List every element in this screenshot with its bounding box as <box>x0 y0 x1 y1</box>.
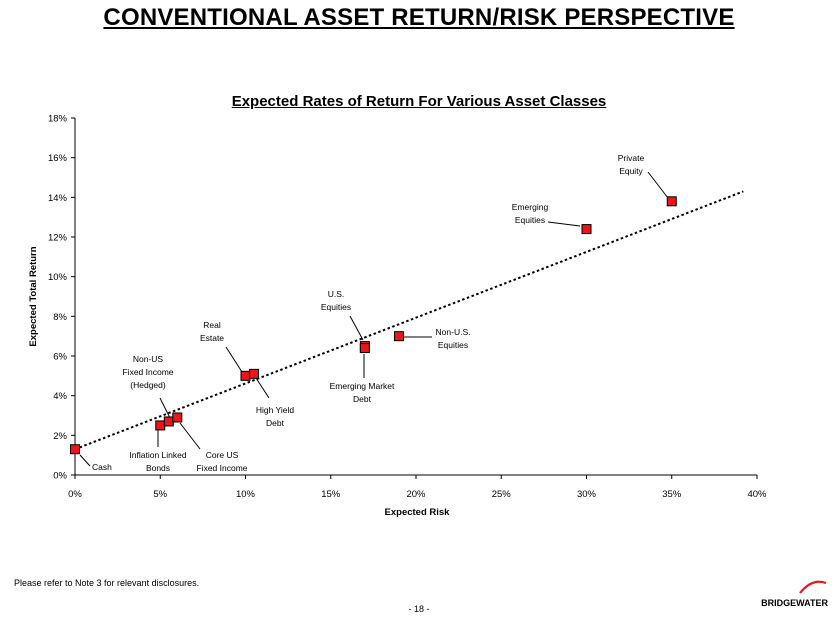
annotation-label: Estate <box>200 333 224 343</box>
trendline <box>74 190 744 451</box>
x-tick-label: 35% <box>662 489 682 500</box>
x-tick-label: 5% <box>153 489 167 500</box>
y-tick-label: 6% <box>53 352 67 363</box>
annotation-label: Non-U.S. <box>436 327 471 337</box>
data-point <box>172 412 183 423</box>
data-point <box>240 370 251 381</box>
annotation-leader-line <box>159 397 171 419</box>
y-tick-label: 4% <box>53 391 67 402</box>
annotation-leader-line <box>547 221 581 227</box>
x-axis-title: Expected Risk <box>385 507 451 518</box>
annotation-label: Fixed Income <box>122 367 173 377</box>
y-tick-label: 18% <box>48 114 68 125</box>
chart-title: Expected Rates of Return For Various Ass… <box>231 93 607 110</box>
x-tick-label: 15% <box>321 489 341 500</box>
annotation-label: Fixed Income <box>196 463 247 473</box>
x-tick-label: 10% <box>236 489 256 500</box>
annotation-label: Equities <box>515 215 545 225</box>
annotation-label: Bonds <box>146 463 170 473</box>
x-tick-label: 25% <box>492 489 512 500</box>
annotation-label: Emerging <box>512 202 549 212</box>
annotation-leader-line <box>225 346 243 373</box>
annotation-label: High Yield <box>256 405 295 415</box>
annotation-label: Equity <box>619 166 643 176</box>
annotation-label: Real <box>203 320 221 330</box>
data-point <box>163 416 174 427</box>
page-number: - 18 - <box>408 604 430 614</box>
data-point <box>249 368 260 379</box>
y-tick-label: 8% <box>53 312 67 323</box>
y-tick-label: 16% <box>48 153 68 164</box>
brand-swoosh-icon <box>799 580 827 594</box>
annotation-label: Debt <box>266 418 285 428</box>
x-tick-label: 30% <box>577 489 597 500</box>
x-tick-label: 20% <box>406 489 426 500</box>
y-tick-label: 0% <box>53 471 67 482</box>
data-point <box>393 331 404 342</box>
annotation-label: Inflation Linked <box>129 450 186 460</box>
x-tick-label: 0% <box>68 489 82 500</box>
annotation-leader-line <box>647 171 669 199</box>
annotation-leader-line <box>255 377 270 399</box>
annotation-leader-line <box>179 422 201 450</box>
data-point <box>581 224 592 235</box>
annotation-leader-line <box>79 454 91 467</box>
annotation-label: Cash <box>92 462 112 472</box>
x-tick-label: 40% <box>747 489 767 500</box>
brand-name: BRIDGEWATER <box>761 598 828 608</box>
data-point <box>155 420 166 431</box>
y-tick-label: 12% <box>48 233 68 244</box>
data-point <box>666 196 677 207</box>
y-tick-label: 10% <box>48 272 68 283</box>
annotation-label: Emerging Market <box>330 381 395 391</box>
y-tick-label: 2% <box>53 431 67 442</box>
annotation-label: Core US <box>206 450 239 460</box>
brand-logo: BRIDGEWATER <box>738 580 828 612</box>
annotation-label: Equities <box>438 340 468 350</box>
y-axis-title: Expected Total Return <box>28 246 39 346</box>
annotation-label: (Hedged) <box>130 380 166 390</box>
annotation-label: Equities <box>321 302 351 312</box>
data-point <box>70 444 80 455</box>
y-tick-label: 14% <box>48 193 68 204</box>
annotation-leader-line <box>349 315 364 341</box>
annotation-label: Private <box>618 153 645 163</box>
page-title: CONVENTIONAL ASSET RETURN/RISK PERSPECTI… <box>103 4 735 31</box>
data-point <box>359 343 370 354</box>
annotation-label: U.S. <box>328 289 345 299</box>
disclosure-note: Please refer to Note 3 for relevant disc… <box>14 578 200 588</box>
annotation-label: Non-US <box>133 354 164 364</box>
annotation-label: Debt <box>353 394 372 404</box>
